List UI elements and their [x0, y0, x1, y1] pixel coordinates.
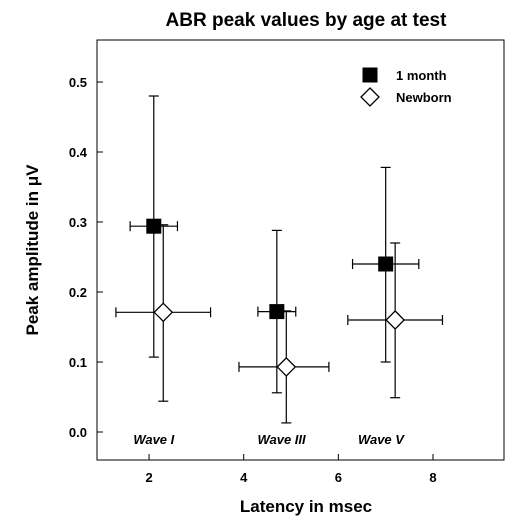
legend-label: 1 month: [396, 68, 447, 83]
annotation-label: Wave III: [257, 432, 306, 447]
y-axis: 0.0 0.1 0.2 0.3 0.4 0.5: [69, 75, 103, 440]
series-one-month: [129, 95, 420, 394]
data-point: [378, 256, 394, 272]
series-newborn: [115, 224, 444, 424]
x-tick-label: 6: [335, 470, 342, 485]
x-axis: 2 4 6 8: [145, 454, 437, 485]
legend-marker: [362, 67, 378, 83]
series-layer: [115, 95, 444, 424]
y-axis-label: Peak amplitude in μV: [23, 164, 42, 336]
y-tick-label: 0.5: [69, 75, 87, 90]
legend: 1 month Newborn: [360, 67, 452, 107]
legend-marker: [360, 87, 380, 107]
annotation-label: Wave V: [358, 432, 405, 447]
y-tick-label: 0.1: [69, 355, 87, 370]
y-tick-label: 0.2: [69, 285, 87, 300]
annotations: Wave I Wave III Wave V: [133, 432, 405, 447]
legend-label: Newborn: [396, 90, 452, 105]
x-tick-label: 4: [240, 470, 248, 485]
data-point: [269, 304, 285, 320]
chart-title: ABR peak values by age at test: [166, 10, 448, 31]
x-tick-label: 2: [145, 470, 152, 485]
y-tick-label: 0.4: [69, 145, 88, 160]
data-point: [146, 218, 162, 234]
data-point: [385, 310, 406, 330]
x-tick-label: 8: [429, 470, 436, 485]
annotation-label: Wave I: [133, 432, 174, 447]
plot-frame: [96, 39, 505, 461]
data-point: [276, 356, 297, 377]
data-point: [153, 302, 174, 323]
y-tick-label: 0.3: [69, 215, 87, 230]
y-tick-label: 0.0: [69, 425, 87, 440]
x-axis-label: Latency in msec: [240, 497, 372, 516]
